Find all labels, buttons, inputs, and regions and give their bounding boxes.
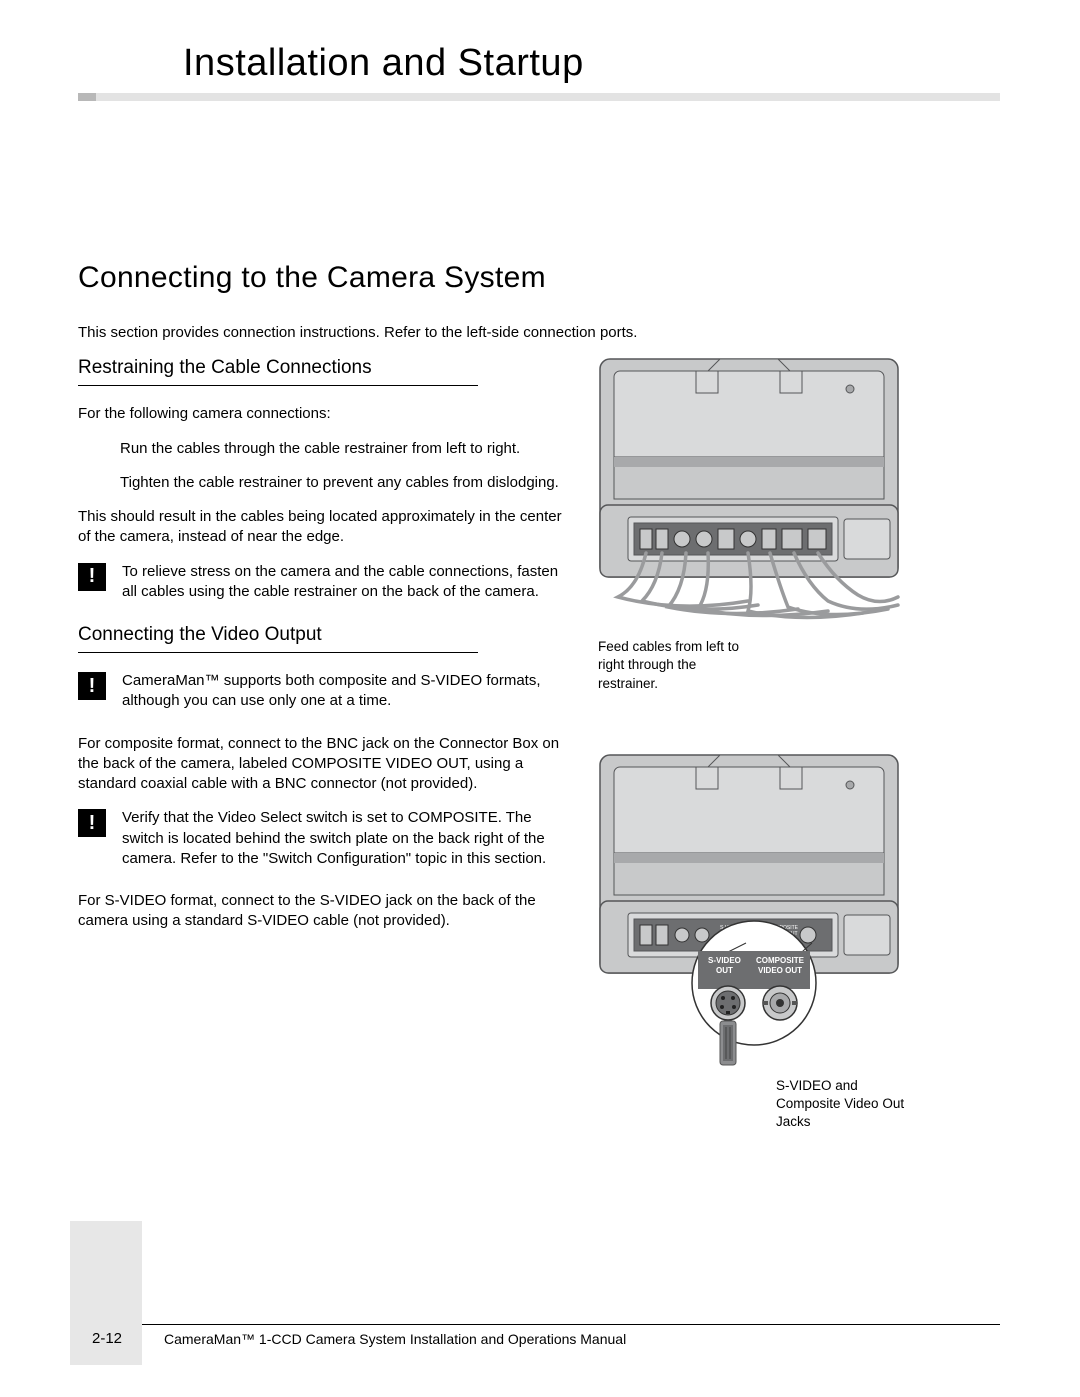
camera-diagram-jacks: S-VIDEO OUT COMPOSITE VIDEO OUT S-VIDEO … (598, 753, 900, 1071)
figure2-caption: S-VIDEO and Composite Video Out Jacks (598, 1077, 918, 1132)
section-title: Connecting to the Camera System (78, 261, 1000, 295)
step-1: Run the cables through the cable restrai… (120, 439, 564, 459)
chapter-title: Installation and Startup (78, 42, 1000, 93)
composite-paragraph: For composite format, connect to the BNC… (78, 734, 564, 795)
sub1-lead: For the following camera connections: (78, 404, 564, 424)
footer-rule (142, 1324, 1000, 1325)
note-formats-text: CameraMan™ supports both composite and S… (122, 671, 564, 712)
figure-cable-restrainer: Feed cables from left to right through t… (598, 357, 938, 693)
svg-text:S-VIDEO: S-VIDEO (708, 956, 741, 965)
camera-diagram-cables (598, 357, 900, 632)
figure-video-jacks: S-VIDEO OUT COMPOSITE VIDEO OUT S-VIDEO … (598, 753, 938, 1132)
right-column: Feed cables from left to right through t… (598, 357, 938, 1191)
title-rule (78, 93, 1000, 101)
subheading-video-output: Connecting the Video Output (78, 624, 478, 653)
sub1-result: This should result in the cables being l… (78, 507, 564, 548)
page-number: 2-12 (92, 1330, 122, 1347)
figure1-caption: Feed cables from left to right through t… (598, 638, 748, 693)
subheading-restraining: Restraining the Cable Connections (78, 357, 478, 386)
note-switch-text: Verify that the Video Select switch is s… (122, 808, 564, 869)
svg-text:COMPOSITE: COMPOSITE (756, 956, 805, 965)
alert-icon: ! (78, 563, 106, 591)
note-restrainer: ! To relieve stress on the camera and th… (78, 562, 564, 603)
note-formats: ! CameraMan™ supports both composite and… (78, 671, 564, 712)
alert-icon: ! (78, 672, 106, 700)
left-column: Restraining the Cable Connections For th… (78, 357, 564, 1191)
alert-icon: ! (78, 809, 106, 837)
step-2: Tighten the cable restrainer to prevent … (120, 473, 564, 493)
note-restrainer-text: To relieve stress on the camera and the … (122, 562, 564, 603)
intro-paragraph: This section provides connection instruc… (78, 323, 1000, 343)
svg-text:OUT: OUT (716, 966, 733, 975)
footer-manual-title: CameraMan™ 1-CCD Camera System Installat… (164, 1331, 626, 1347)
note-switch: ! Verify that the Video Select switch is… (78, 808, 564, 869)
sub1-steps: Run the cables through the cable restrai… (78, 439, 564, 494)
svideo-paragraph: For S-VIDEO format, connect to the S-VID… (78, 891, 564, 932)
svg-text:VIDEO OUT: VIDEO OUT (758, 966, 802, 975)
